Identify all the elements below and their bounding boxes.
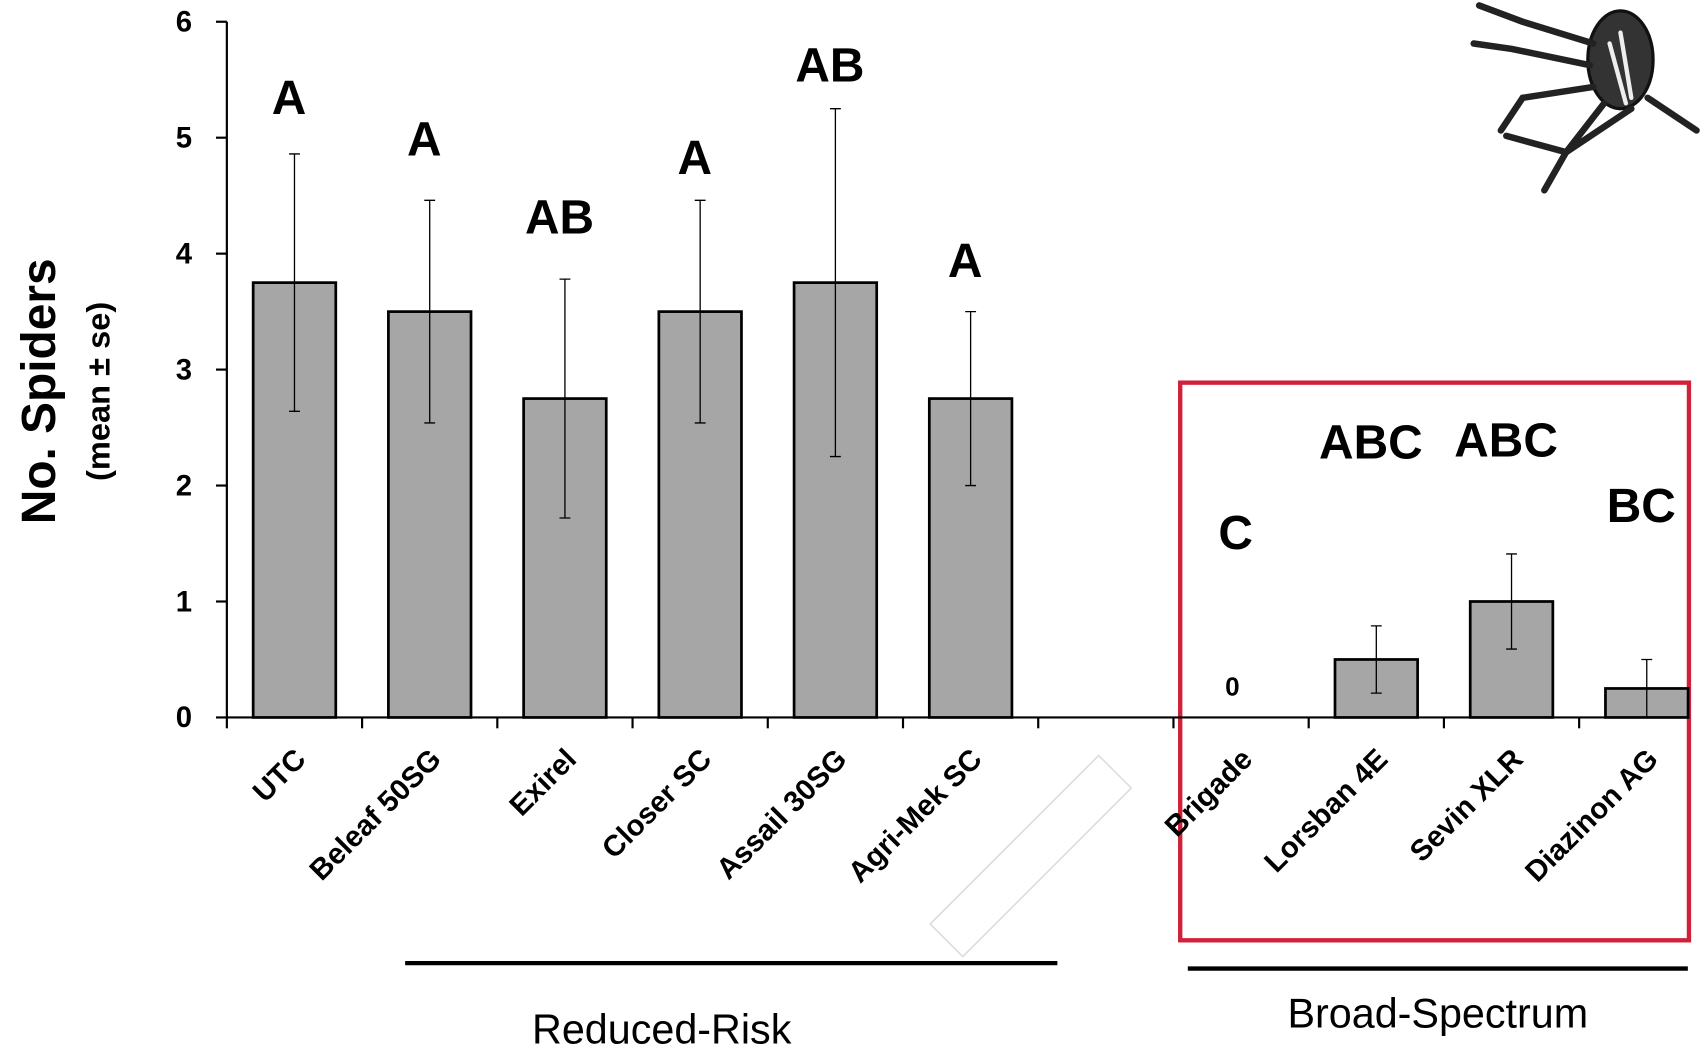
blank-marker xyxy=(929,754,1133,958)
y-axis-subtitle: (mean ± se) xyxy=(79,302,116,481)
group-label: Reduced-Risk xyxy=(532,1007,792,1049)
significance-letter: BC xyxy=(1607,480,1676,533)
value-label: 0 xyxy=(1225,672,1240,702)
significance-letter: ABC xyxy=(1319,417,1423,470)
x-tick-label: Diazinon AG xyxy=(1519,743,1665,889)
error-bar xyxy=(1370,625,1382,694)
significance-letter: ABC xyxy=(1454,415,1558,468)
error-bar xyxy=(289,153,300,412)
significance-letter: C xyxy=(1218,507,1253,560)
spider-icon xyxy=(1470,2,1700,194)
significance-letter: A xyxy=(948,235,983,288)
significance-letter: A xyxy=(272,72,307,125)
significance-letter: A xyxy=(677,132,712,185)
x-tick-label: Brigade xyxy=(1158,743,1259,844)
error-bar xyxy=(1506,553,1517,650)
error-bar xyxy=(965,310,977,487)
y-tick-label: 6 xyxy=(176,6,192,39)
highlight-box xyxy=(1178,380,1692,943)
error-bar xyxy=(694,199,706,424)
significance-letter: AB xyxy=(525,192,594,245)
x-tick-label: UTC xyxy=(246,743,312,809)
y-tick-label: 0 xyxy=(176,701,192,734)
y-tick-label: 3 xyxy=(176,353,192,386)
error-bar xyxy=(1641,658,1653,719)
y-tick-label: 4 xyxy=(176,237,193,270)
x-tick-label: Exirel xyxy=(503,743,583,823)
y-tick-label: 1 xyxy=(176,585,192,618)
y-axis-title: No. Spiders xyxy=(13,258,66,524)
group-label: Broad-Spectrum xyxy=(1287,990,1588,1036)
error-bar xyxy=(424,199,436,424)
error-bar xyxy=(829,108,841,458)
x-tick-label: Assail 30SG xyxy=(710,743,853,886)
y-tick-label: 5 xyxy=(176,121,192,154)
x-tick-label: Sevin XLR xyxy=(1404,743,1530,869)
x-tick-label: Beleaf 50SG xyxy=(303,743,447,887)
x-tick-label: Agri-Mek SC xyxy=(842,743,989,890)
significance-letter: A xyxy=(407,113,442,166)
error-bar xyxy=(559,278,571,519)
x-tick-label: Lorsban 4E xyxy=(1258,743,1394,879)
significance-letter: AB xyxy=(795,40,864,93)
y-tick-label: 2 xyxy=(176,469,192,502)
bar xyxy=(1468,600,1555,719)
x-tick-label: Closer SC xyxy=(596,743,719,866)
